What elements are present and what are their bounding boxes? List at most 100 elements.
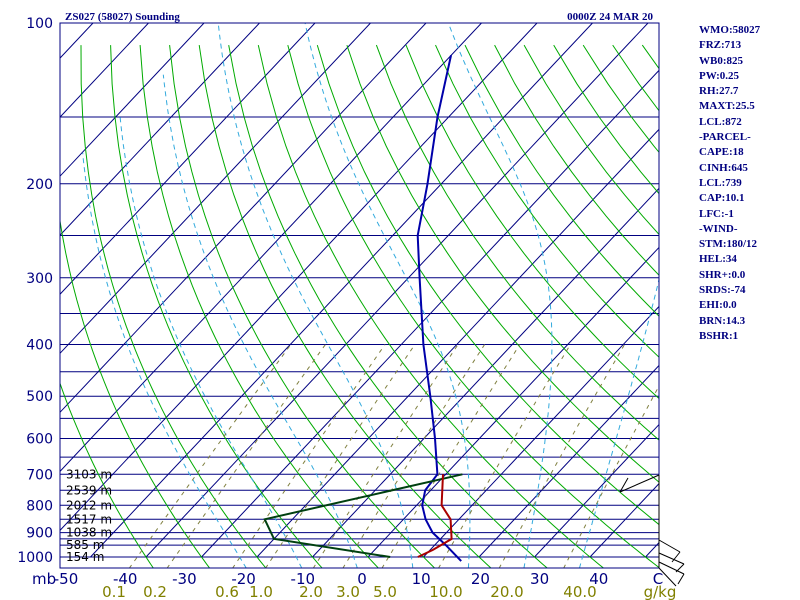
isotherm-line xyxy=(60,23,260,236)
moist-adiabat-line xyxy=(304,23,471,568)
sounding-index: SHR+:0.0 xyxy=(699,268,746,281)
wind-barb xyxy=(658,552,685,565)
isotherm-line xyxy=(60,23,371,355)
mixing-ratio-tick-label: 0.2 xyxy=(143,583,167,600)
mixing-ratio-line xyxy=(312,344,459,568)
dry-adiabat-line xyxy=(257,44,605,568)
pressure-tick-label: 200 xyxy=(26,177,53,193)
dewpoint-trace xyxy=(263,473,463,558)
isotherm-line xyxy=(60,23,205,177)
dry-adiabat-line xyxy=(60,381,154,568)
sounding-index: LCL:872 xyxy=(699,115,742,128)
dry-adiabat-line xyxy=(346,44,659,483)
mixing-ratio-tick-label: 0.1 xyxy=(102,583,126,600)
chart-title: ZS027 (58027) Sounding xyxy=(65,11,180,23)
dry-adiabat-line xyxy=(464,44,659,317)
mixing-ratio-tick-label: 40.0 xyxy=(563,583,596,600)
chart-time: 0000Z 24 MAR 20 xyxy=(567,11,653,23)
dry-adiabat-line xyxy=(228,45,548,568)
sounding-index: EHI:0.0 xyxy=(699,299,737,312)
wind-barb xyxy=(671,551,681,563)
sounding-index: BRN:14.3 xyxy=(699,314,746,327)
isotherm-line xyxy=(90,23,593,558)
pressure-axis-label: mb xyxy=(32,570,56,588)
dry-adiabat-line xyxy=(287,44,659,568)
sounding-index: FRZ:713 xyxy=(699,39,742,52)
height-label: 1517 m xyxy=(66,512,112,526)
sounding-index: CAPE:18 xyxy=(699,146,744,159)
pressure-tick-label: 500 xyxy=(26,389,53,405)
dry-adiabat-line xyxy=(405,44,659,400)
mixing-ratio-tick-label: g/kg xyxy=(644,583,677,600)
isotherm-line xyxy=(60,23,149,118)
wetbulb-trace xyxy=(417,474,453,558)
temperature-tick-label: -40 xyxy=(113,570,138,588)
dry-adiabat-line xyxy=(80,45,267,568)
sounding-index: WMO:58027 xyxy=(699,24,761,36)
dry-adiabat-line xyxy=(60,217,211,568)
pressure-tick-label: 600 xyxy=(26,432,53,448)
temperature-tick-label: -10 xyxy=(291,570,316,588)
sounding-index: HEL:34 xyxy=(699,253,737,266)
isotherm-line xyxy=(201,69,659,558)
temperature-tick-label: 10 xyxy=(412,570,431,588)
dry-adiabat-line xyxy=(110,45,323,568)
moist-adiabat-line xyxy=(447,23,553,568)
temperature-tick-label: 0 xyxy=(357,570,367,588)
plot-frame xyxy=(59,22,660,569)
mixing-ratio-line xyxy=(563,385,659,568)
temperature-tick-label: -20 xyxy=(231,570,256,588)
moist-adiabat-line xyxy=(119,116,303,568)
mixing-ratio-line xyxy=(128,344,292,568)
sounding-indices-panel: WMO:58027 FRZ:713 WB0:825 PW:0.25 RH:27.7 MAX… xyxy=(699,23,799,344)
height-label: 3103 m xyxy=(66,467,112,481)
moist-adiabat-line xyxy=(578,277,659,568)
isotherm-line xyxy=(60,23,316,295)
temperature-trace xyxy=(416,55,462,562)
wind-barb xyxy=(677,573,685,585)
dry-adiabat-line xyxy=(316,44,659,526)
temperature-tick-label: -30 xyxy=(172,570,197,588)
height-label: 585 m xyxy=(66,538,104,552)
mixing-ratio-tick-label: 1.0 xyxy=(249,583,273,600)
height-label: 2012 m xyxy=(66,498,112,512)
sounding-index: -PARCEL- xyxy=(699,131,751,144)
sounding-index: MAXT:25.5 xyxy=(699,100,755,113)
sounding-index: WB0:825 xyxy=(699,54,743,67)
dry-adiabat-line xyxy=(435,44,659,358)
pressure-tick-label: 400 xyxy=(26,338,53,354)
isotherm-line xyxy=(534,423,659,558)
pressure-tick-label: 800 xyxy=(26,498,53,514)
dry-adiabat-line xyxy=(139,45,379,568)
temperature-tick-label: 40 xyxy=(589,570,608,588)
sounding-index: BSHR:1 xyxy=(699,329,739,342)
mixing-ratio-line xyxy=(437,344,571,568)
moist-adiabat-line xyxy=(162,74,358,568)
sounding-index: SRDS:-74 xyxy=(699,284,746,297)
sounding-index: CINH:645 xyxy=(699,161,748,174)
pressure-tick-label: 900 xyxy=(26,526,53,542)
moist-adiabat-line xyxy=(82,152,247,568)
plot-background xyxy=(60,23,659,568)
dry-adiabat-line xyxy=(169,45,436,568)
isotherm-line xyxy=(145,23,649,558)
mixing-ratio-line xyxy=(166,344,326,568)
sounding-index: STM:180/12 xyxy=(699,238,758,251)
sounding-index: LCL:739 xyxy=(699,176,742,189)
mixing-ratio-line xyxy=(232,344,386,568)
sounding-index: LFC:-1 xyxy=(699,207,734,220)
wind-barb xyxy=(658,561,685,575)
isotherm-line xyxy=(60,23,482,473)
pressure-tick-label: 100 xyxy=(26,16,53,32)
temperature-tick-label: 30 xyxy=(530,570,549,588)
mixing-ratio-line xyxy=(381,344,521,568)
mixing-ratio-tick-label: 20.0 xyxy=(490,583,523,600)
wind-barb xyxy=(658,539,681,553)
isotherm-line xyxy=(367,246,659,558)
wind-barb xyxy=(619,474,660,493)
isotherm-line xyxy=(423,305,659,558)
mixing-ratio-tick-label: 5.0 xyxy=(373,583,397,600)
temperature-tick-label: C xyxy=(653,570,663,588)
temperature-tick-label: -50 xyxy=(54,570,79,588)
